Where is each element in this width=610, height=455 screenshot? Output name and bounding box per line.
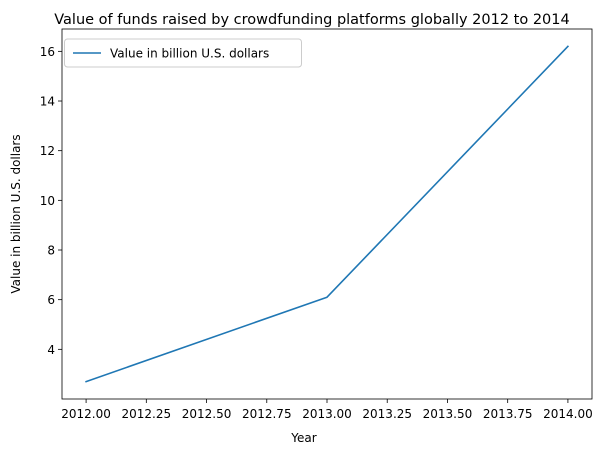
x-tick-label: 2013.00 [302,407,352,421]
y-tick-label: 10 [40,194,55,208]
legend: Value in billion U.S. dollars [64,38,302,68]
x-tick-label: 2013.75 [483,407,533,421]
x-tick-label: 2012.50 [182,407,232,421]
y-tick-label: 4 [47,343,55,357]
series-layer [85,45,570,383]
y-axis-label: Value in billion U.S. dollars [9,134,23,293]
x-tick-label: 2012.25 [122,407,172,421]
y-tick-label: 8 [47,244,55,258]
y-tick-label: 14 [40,95,55,109]
legend-label: Value in billion U.S. dollars [110,47,269,61]
chart-title: Value of funds raised by crowdfunding pl… [54,12,570,28]
x-tick-label: 2013.25 [362,407,412,421]
x-tick-label: 2013.50 [423,407,473,421]
x-axis-ticks: 2012.00 2012.25 2012.50 2012.75 2013.00 2013.… [61,399,593,421]
x-tick-label: 2014.00 [543,407,593,421]
legend-frame [64,38,302,68]
y-axis-ticks: 4 6 8 10 12 14 16 [40,45,62,357]
y-tick-label: 12 [40,144,55,158]
plot-area [61,28,593,400]
x-axis-label: Year [290,431,316,445]
x-tick-label: 2012.75 [242,407,292,421]
x-tick-label: 2012.00 [61,407,111,421]
series-line [85,45,570,383]
y-tick-label: 16 [40,45,55,59]
y-tick-label: 6 [47,293,55,307]
